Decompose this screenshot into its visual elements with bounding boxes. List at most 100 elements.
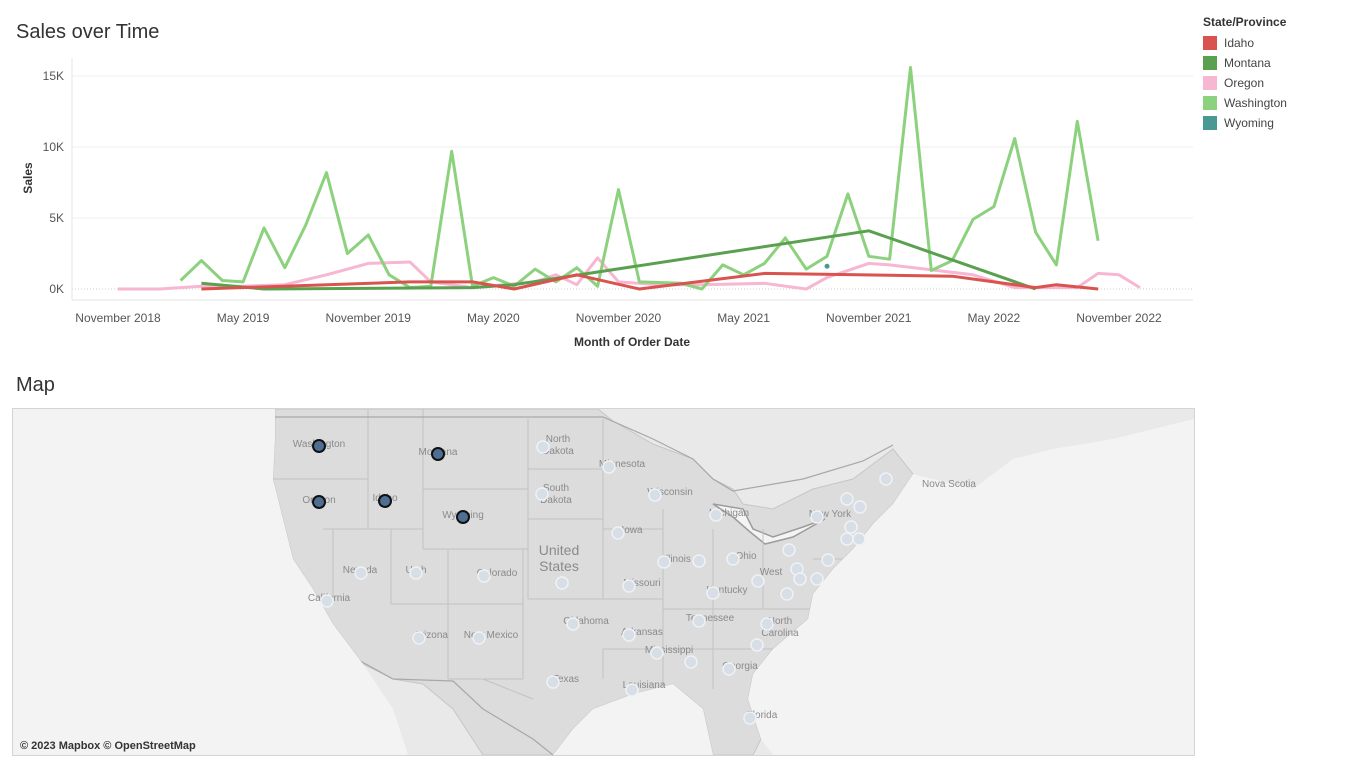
y-tick-label: 10K — [43, 140, 64, 154]
map-marker-inactive[interactable] — [648, 488, 662, 502]
map-label: Dakota — [540, 495, 572, 506]
map-marker-inactive[interactable] — [409, 566, 423, 580]
map-marker-selected[interactable] — [456, 510, 470, 524]
map-label: Iowa — [621, 525, 643, 536]
map-marker-inactive[interactable] — [821, 553, 835, 567]
y-tick-label: 0K — [49, 282, 64, 296]
map-label: Wisconsin — [647, 487, 693, 498]
mexico-border — [352, 656, 554, 755]
map-marker-inactive[interactable] — [793, 572, 807, 586]
map-panel[interactable]: WashingtonMontanaNorthDakotaMinnesotaOre… — [12, 408, 1195, 756]
legend-swatch — [1203, 76, 1217, 90]
map-marker-inactive[interactable] — [751, 574, 765, 588]
map-marker-inactive[interactable] — [622, 579, 636, 593]
map-marker-inactive[interactable] — [602, 460, 616, 474]
legend: State/Province Idaho Montana Oregon Wash… — [1203, 15, 1287, 133]
map-marker-inactive[interactable] — [412, 631, 426, 645]
legend-title: State/Province — [1203, 15, 1287, 29]
x-axis-label: Month of Order Date — [574, 335, 690, 349]
legend-swatch — [1203, 56, 1217, 70]
map-marker-inactive[interactable] — [477, 569, 491, 583]
map-marker-inactive[interactable] — [320, 594, 334, 608]
x-tick-label: May 2021 — [717, 311, 770, 325]
legend-item-montana[interactable]: Montana — [1203, 53, 1287, 73]
map-marker-inactive[interactable] — [535, 487, 549, 501]
map-title: Map — [16, 374, 55, 396]
map-marker-selected[interactable] — [312, 495, 326, 509]
map-label: North — [546, 434, 570, 445]
legend-item-idaho[interactable]: Idaho — [1203, 33, 1287, 53]
map-label: Minnesota — [599, 459, 646, 470]
map-marker-inactive[interactable] — [844, 520, 858, 534]
chart-axes: 0K 5K 10K 15K November 2018 May 2019 November … — [43, 58, 1193, 325]
sales-line-chart[interactable]: 0K 5K 10K 15K November 2018 May 2019 November … — [0, 0, 1200, 360]
map-marker-inactive[interactable] — [472, 631, 486, 645]
map-marker-inactive[interactable] — [625, 683, 639, 697]
map-label: Mississippi — [645, 645, 693, 656]
map-marker-inactive[interactable] — [709, 508, 723, 522]
x-tick-label: November 2020 — [576, 311, 662, 325]
map-marker-selected[interactable] — [312, 439, 326, 453]
map-marker-inactive[interactable] — [782, 543, 796, 557]
map-marker-inactive[interactable] — [853, 500, 867, 514]
series-line-idaho[interactable] — [201, 271, 1099, 291]
map-marker-inactive[interactable] — [810, 572, 824, 586]
us-map[interactable]: WashingtonMontanaNorthDakotaMinnesotaOre… — [13, 409, 1194, 755]
map-marker-inactive[interactable] — [722, 662, 736, 676]
map-marker-inactive[interactable] — [726, 552, 740, 566]
map-marker-inactive[interactable] — [684, 655, 698, 669]
map-marker-inactive[interactable] — [546, 675, 560, 689]
map-marker-inactive[interactable] — [611, 526, 625, 540]
map-label: South — [543, 483, 569, 494]
legend-item-wyoming[interactable]: Wyoming — [1203, 113, 1287, 133]
map-marker-inactive[interactable] — [743, 711, 757, 725]
map-marker-inactive[interactable] — [840, 532, 854, 546]
atlantic-ocean — [748, 419, 1194, 755]
legend-label: Montana — [1224, 56, 1271, 70]
map-marker-inactive[interactable] — [810, 510, 824, 524]
map-marker-inactive[interactable] — [555, 576, 569, 590]
y-tick-label: 15K — [43, 69, 64, 83]
map-marker-inactive[interactable] — [692, 614, 706, 628]
map-marker-inactive[interactable] — [650, 646, 664, 660]
map-marker-inactive[interactable] — [780, 587, 794, 601]
map-label: Nova Scotia — [922, 479, 976, 490]
map-marker-inactive[interactable] — [692, 554, 706, 568]
chart-series[interactable] — [118, 66, 1141, 291]
map-marker-selected[interactable] — [378, 494, 392, 508]
map-label: North — [768, 616, 792, 627]
map-marker-inactive[interactable] — [536, 440, 550, 454]
map-label: West — [760, 567, 783, 578]
map-label: Tennessee — [686, 613, 735, 624]
legend-item-washington[interactable]: Washington — [1203, 93, 1287, 113]
series-point-wyoming[interactable] — [824, 263, 830, 269]
map-marker-inactive[interactable] — [760, 617, 774, 631]
map-label: Missouri — [623, 578, 660, 589]
map-marker-inactive[interactable] — [879, 472, 893, 486]
map-label: Arkansas — [621, 627, 663, 638]
y-tick-label: 5K — [49, 211, 64, 225]
map-marker-inactive[interactable] — [566, 617, 580, 631]
map-label: New York — [809, 509, 852, 520]
series-line-washington[interactable] — [179, 66, 1100, 291]
map-marker-inactive[interactable] — [840, 492, 854, 506]
legend-label: Idaho — [1224, 36, 1255, 50]
map-label: Illinois — [663, 554, 691, 565]
legend-item-oregon[interactable]: Oregon — [1203, 73, 1287, 93]
map-marker-inactive[interactable] — [852, 532, 866, 546]
map-label: Ohio — [735, 551, 757, 562]
map-marker-inactive[interactable] — [622, 628, 636, 642]
map-marker-inactive[interactable] — [750, 638, 764, 652]
map-label: New Mexico — [464, 630, 519, 641]
legend-label: Wyoming — [1224, 116, 1274, 130]
map-marker-inactive[interactable] — [657, 555, 671, 569]
map-label: Michigan — [709, 508, 749, 519]
map-label: States — [539, 558, 579, 574]
x-tick-label: May 2019 — [217, 311, 270, 325]
map-marker-selected[interactable] — [431, 447, 445, 461]
map-dots[interactable] — [312, 439, 893, 725]
map-marker-inactive[interactable] — [354, 566, 368, 580]
map-marker-inactive[interactable] — [706, 586, 720, 600]
gulf-of-mexico — [553, 684, 713, 755]
x-tick-label: May 2020 — [467, 311, 520, 325]
